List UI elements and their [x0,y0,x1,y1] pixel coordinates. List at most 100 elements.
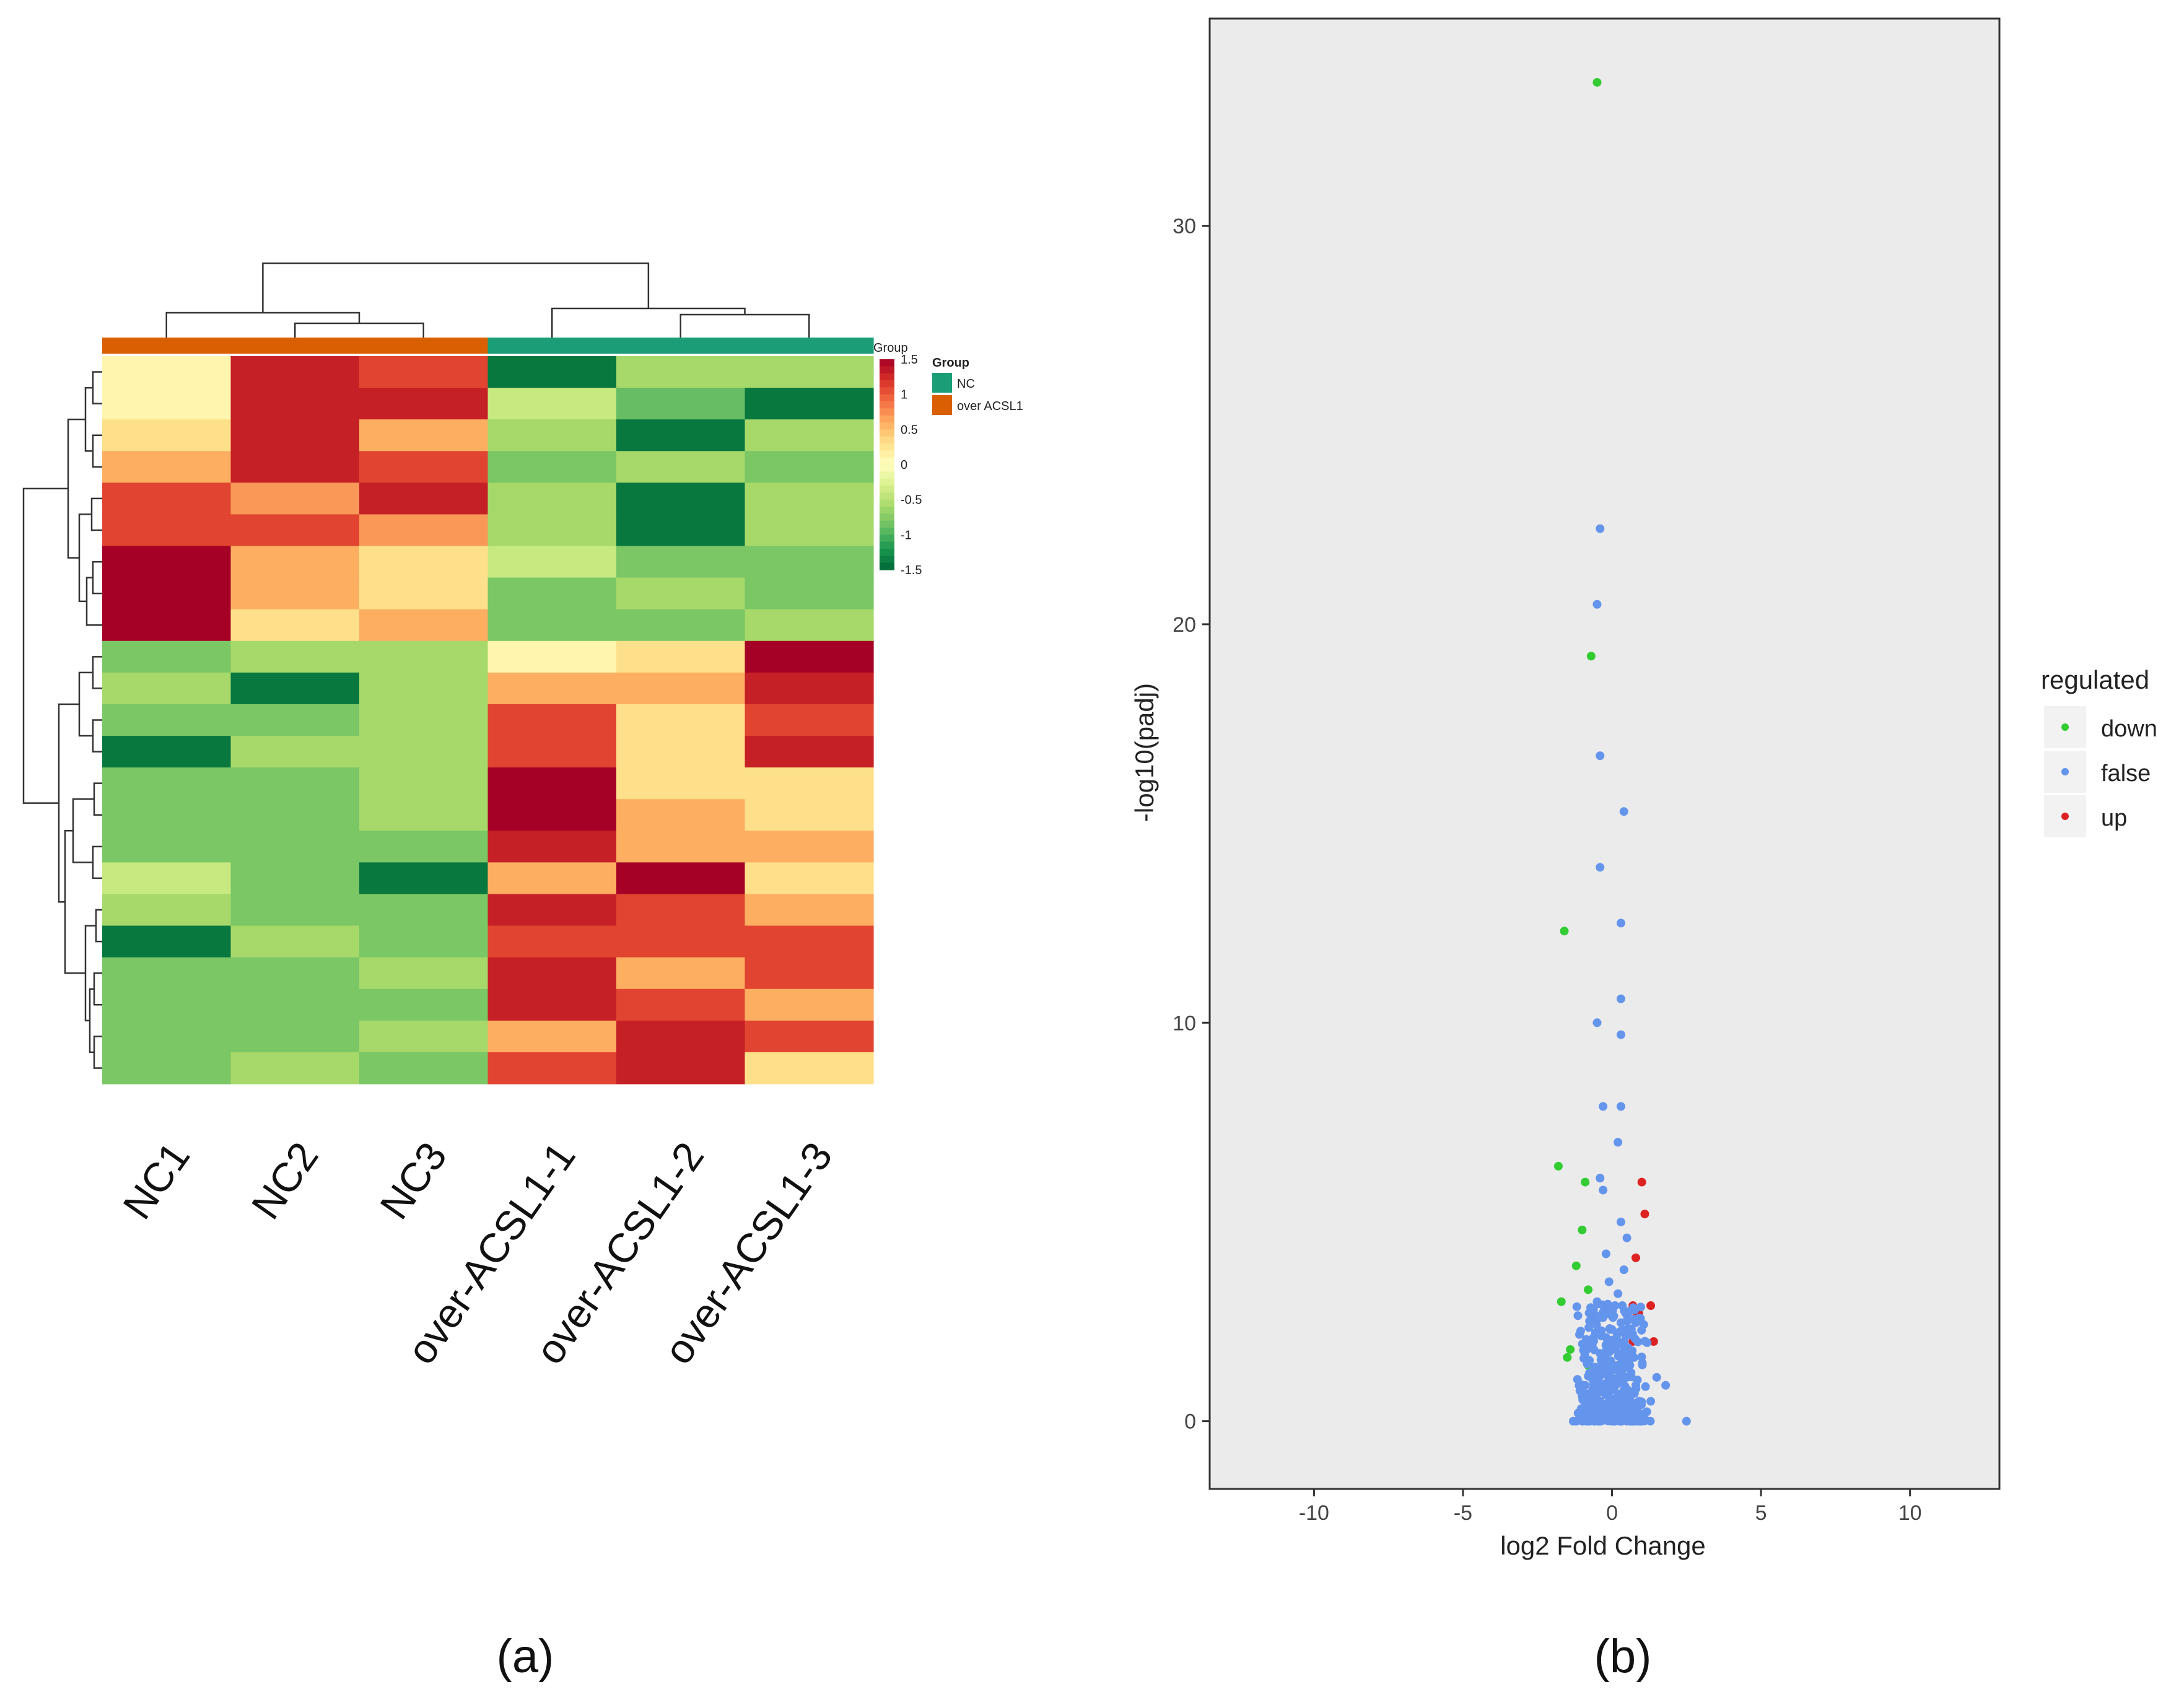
col-dendro-link [165,312,360,338]
heatmap-cell-r6-c1 [102,514,232,547]
heatmap-cell-r21-c1 [102,988,232,1021]
heatmap-cell-r9-c4 [487,609,617,642]
group-bar-cell-5 [616,338,746,354]
heatmap-cell-r5-c5 [616,482,746,515]
heatmap-cell-r15-c6 [745,799,874,831]
heatmap-cell-r7-c2 [230,546,360,578]
point-false [1624,1416,1633,1425]
heatmap-cell-r7-c5 [616,546,746,578]
point-false [1596,863,1605,872]
color-scale-segment [880,429,894,437]
point-down [1560,927,1569,936]
group-bar-cell-4 [487,338,617,354]
heatmap-cell-r22-c2 [230,1020,360,1053]
heatmap-cell-r12-c4 [487,704,617,736]
heatmap-cell-r14-c1 [102,767,232,800]
point-false [1583,1359,1592,1369]
point-false [1609,1342,1618,1351]
heatmap-cell-r17-c4 [487,862,617,895]
row-dendro-link [95,909,102,943]
heatmap-cell-r5-c3 [359,482,489,515]
group-bar-cell-6 [745,338,874,354]
point-down [1586,652,1596,661]
heatmap-cell-r21-c4 [487,988,617,1021]
heatmap-cell-r2-c3 [359,388,489,420]
point-false [1633,1375,1642,1384]
heatmap-cell-r22-c1 [102,1020,232,1053]
color-scale-segment [880,520,894,528]
point-false [1634,1314,1643,1323]
heatmap-cell-r16-c1 [102,831,232,863]
heatmap-cell-r9-c5 [616,609,746,642]
point-false [1584,1323,1594,1332]
heatmap-cell-r8-c1 [102,577,232,610]
heatmap-cell-r13-c5 [616,736,746,768]
heatmap-cell-r12-c1 [102,704,232,736]
y-axis-label: -log10(padj) [1130,683,1159,822]
row-dendro-link [93,1036,102,1069]
heatmap-cell-r21-c2 [230,988,360,1021]
color-scale-segment [880,492,894,500]
heatmap-cell-r6-c6 [745,514,874,547]
x-tick-label: 5 [1755,1501,1767,1525]
point-false [1599,1185,1608,1195]
column-dendrogram [165,262,810,338]
panel-b-label: (b) [1594,1630,1652,1683]
row-dendro-link [93,972,102,1006]
point-down [1571,1261,1581,1270]
color-scale-segment [880,366,894,374]
heatmap-cell-r22-c3 [359,1020,489,1053]
point-up [1646,1301,1656,1311]
group-annotation-title: Group [873,341,908,355]
point-false [1592,600,1602,609]
row-dendro-link [90,497,102,531]
heatmap-cell-r6-c4 [487,514,617,547]
x-tick-label: -10 [1299,1501,1329,1525]
regulated-legend-title: regulated [2041,665,2149,694]
heatmap-cell-r12-c6 [745,704,874,736]
group-legend-swatch-over [932,395,952,415]
color-scale-segment [880,373,894,381]
color-scale-segment [880,443,894,451]
heatmap-cell-r10-c2 [230,640,360,673]
legend-dot-false [2061,768,2069,775]
point-false [1596,751,1605,761]
point-false [1575,1381,1584,1390]
color-scale-segment [880,535,894,543]
point-false [1612,1335,1622,1345]
point-false [1624,1325,1633,1334]
heatmap-cell-r18-c1 [102,894,232,927]
row-dendro-link [64,830,85,974]
heatmap-cell-r22-c5 [616,1020,746,1053]
regulated-legend: regulated down false up [2041,665,2157,837]
point-false [1619,1265,1628,1275]
point-false [1622,1392,1631,1402]
point-false [1628,1346,1637,1355]
color-scale-segment [880,562,894,570]
color-scale-tick-label: -0.5 [901,494,922,507]
point-down [1553,1161,1563,1171]
col-dendro-link [679,313,810,338]
point-false [1646,1397,1656,1406]
point-false [1616,1318,1625,1327]
color-scale-tick-label: -1 [901,528,912,542]
heatmap-cell-r14-c2 [230,767,360,800]
group-legend-swatch-nc [932,373,952,393]
point-false [1589,1404,1599,1413]
point-false [1661,1381,1671,1390]
heatmap-cell-r15-c3 [359,799,489,831]
point-false [1599,1102,1608,1111]
heatmap-cell-r20-c4 [487,957,617,990]
x-axis-label: log2 Fold Change [1500,1531,1706,1560]
heatmap-cell-r15-c4 [487,799,617,831]
color-scale-segment [880,436,894,444]
point-false [1630,1334,1640,1343]
group-bar-cell-2 [230,338,360,354]
heatmap-cell-r4-c6 [745,451,874,483]
heatmap-cell-r9-c6 [745,609,874,642]
heatmap-cell-r13-c4 [487,736,617,768]
row-dendro-link [92,845,102,879]
volcano-plot-area [1210,19,1999,1489]
heatmap-cell-r8-c5 [616,577,746,610]
point-false [1616,1102,1625,1111]
